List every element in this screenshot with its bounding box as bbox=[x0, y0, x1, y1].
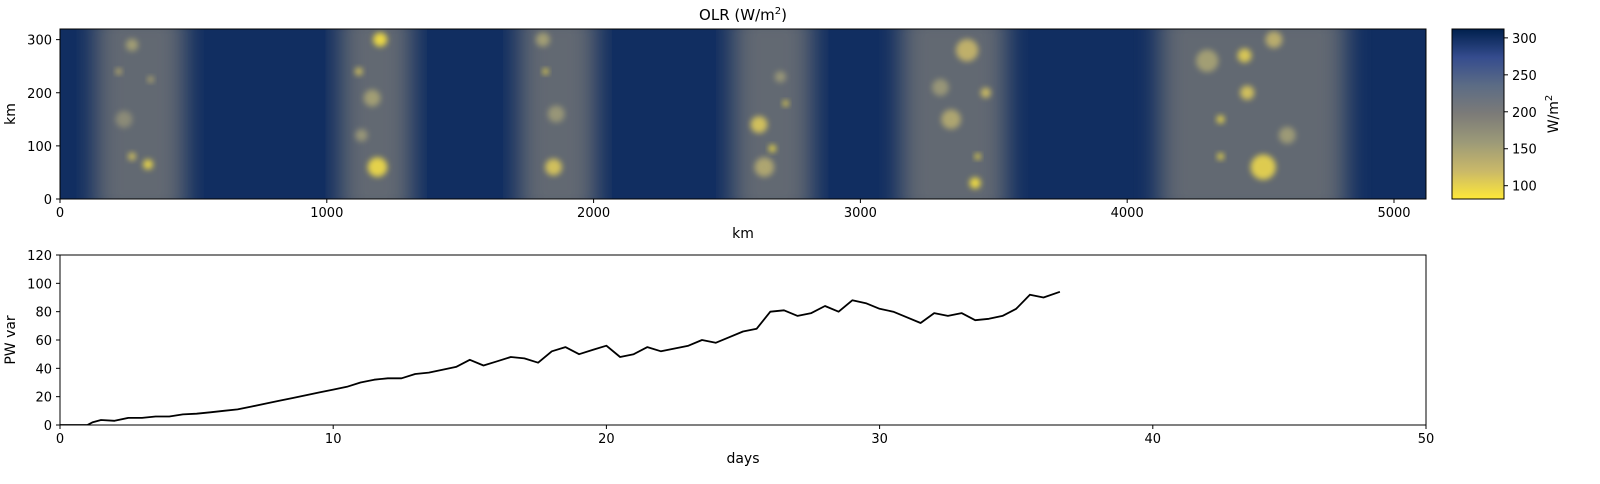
convective-cell-16 bbox=[750, 116, 768, 134]
convective-cell-34 bbox=[1265, 31, 1283, 49]
y-tick-label: 100 bbox=[27, 277, 52, 292]
convective-cell-28 bbox=[1240, 85, 1255, 100]
convective-cell-23 bbox=[974, 153, 981, 160]
olr-title: OLR (W/m2) bbox=[699, 6, 787, 24]
convective-cell-20 bbox=[774, 71, 786, 83]
y-tick-label: 0 bbox=[44, 419, 52, 434]
x-tick-label: 5000 bbox=[1377, 206, 1410, 221]
colorbar-label: W/m2 bbox=[1544, 95, 1562, 134]
convective-cell-31 bbox=[1250, 154, 1276, 180]
heatmap-frame bbox=[59, 28, 1427, 200]
y-tick-label: 60 bbox=[35, 334, 52, 349]
line-y-axis: 0 20 40 60 80 100 120 bbox=[27, 249, 60, 434]
colorbar-tick-label: 150 bbox=[1512, 143, 1537, 158]
heatmap-y-label: km bbox=[3, 103, 19, 125]
pw-var-series-line bbox=[60, 290, 1061, 425]
colorbar-tick-label: 250 bbox=[1512, 69, 1537, 84]
convective-cell-25 bbox=[932, 79, 949, 96]
olr-colorbar: 100 150 200 250 300 W/m2 bbox=[1451, 28, 1562, 200]
convective-cell-26 bbox=[980, 87, 991, 98]
x-tick-label: 4000 bbox=[1111, 206, 1144, 221]
line-x-axis: 0 10 20 30 40 50 bbox=[56, 425, 1434, 447]
colorbar-tick-label: 100 bbox=[1512, 180, 1537, 195]
convective-cell-1 bbox=[125, 38, 139, 52]
heatmap-y-axis: 0 100 200 300 bbox=[27, 34, 60, 208]
x-tick-label: 10 bbox=[325, 432, 342, 447]
convective-cell-3 bbox=[147, 76, 154, 83]
convective-cell-11 bbox=[355, 129, 368, 142]
convective-cell-27 bbox=[1237, 48, 1252, 63]
y-tick-label: 200 bbox=[27, 87, 52, 102]
x-tick-label: 2000 bbox=[577, 206, 610, 221]
y-tick-label: 100 bbox=[27, 140, 52, 155]
x-tick-label: 30 bbox=[871, 432, 888, 447]
line-plot-background bbox=[60, 255, 1426, 425]
convective-cell-21 bbox=[955, 39, 979, 62]
colorbar-gradient bbox=[1451, 28, 1505, 200]
x-tick-label: 3000 bbox=[844, 206, 877, 221]
y-tick-label: 20 bbox=[35, 391, 52, 406]
convective-cell-33 bbox=[1278, 126, 1296, 144]
convective-cell-12 bbox=[535, 32, 550, 47]
convective-cell-7 bbox=[373, 32, 388, 47]
convective-cell-32 bbox=[1196, 49, 1219, 73]
y-tick-label: 80 bbox=[35, 306, 52, 321]
convective-cell-17 bbox=[768, 144, 776, 153]
line-x-label: days bbox=[726, 451, 759, 467]
convective-cell-15 bbox=[545, 158, 562, 176]
convective-cell-22 bbox=[941, 109, 961, 130]
pw-var-panel: 0 10 20 30 40 50 0 20 40 60 80 100 120 days PW var bbox=[3, 249, 1434, 467]
convective-cell-8 bbox=[354, 67, 363, 76]
convective-cell-19 bbox=[754, 157, 775, 177]
heatmap-x-label: km bbox=[732, 226, 754, 242]
convective-cell-4 bbox=[128, 152, 136, 161]
x-tick-label: 0 bbox=[56, 206, 64, 221]
cloud-band-6 bbox=[1159, 29, 1346, 199]
y-tick-label: 120 bbox=[27, 249, 52, 264]
convective-cell-6 bbox=[115, 110, 133, 128]
x-tick-label: 50 bbox=[1418, 432, 1435, 447]
line-y-label: PW var bbox=[3, 315, 19, 365]
olr-heatmap-field bbox=[60, 29, 1426, 199]
cloud-band-4 bbox=[732, 29, 813, 199]
y-tick-label: 300 bbox=[27, 34, 52, 49]
colorbar-ticks: 100 150 200 250 300 bbox=[1504, 32, 1537, 195]
convective-cell-9 bbox=[363, 89, 381, 107]
convective-cell-24 bbox=[969, 177, 981, 189]
x-tick-label: 0 bbox=[56, 432, 64, 447]
convective-cell-10 bbox=[367, 157, 388, 177]
olr-heatmap-panel: OLR (W/m2) 0 1000 2000 3000 4000 5000 0 100 200… bbox=[3, 6, 1427, 242]
convective-cell-29 bbox=[1216, 115, 1225, 124]
x-tick-label: 1000 bbox=[310, 206, 343, 221]
heatmap-x-axis: 0 1000 2000 3000 4000 5000 bbox=[56, 199, 1411, 221]
convective-cell-13 bbox=[542, 68, 549, 75]
colorbar-tick-label: 200 bbox=[1512, 106, 1537, 121]
cloud-band-1 bbox=[94, 29, 186, 199]
y-tick-label: 40 bbox=[35, 362, 52, 377]
convective-cell-14 bbox=[547, 105, 565, 123]
convective-cell-30 bbox=[1217, 153, 1224, 160]
convective-cell-18 bbox=[782, 100, 789, 107]
x-tick-label: 40 bbox=[1145, 432, 1162, 447]
convective-cell-2 bbox=[115, 68, 122, 75]
pw-var-line-layer bbox=[60, 290, 1061, 425]
x-tick-label: 20 bbox=[598, 432, 615, 447]
y-tick-label: 0 bbox=[44, 193, 52, 208]
convective-cell-5 bbox=[143, 159, 154, 170]
colorbar-tick-label: 300 bbox=[1512, 32, 1537, 47]
